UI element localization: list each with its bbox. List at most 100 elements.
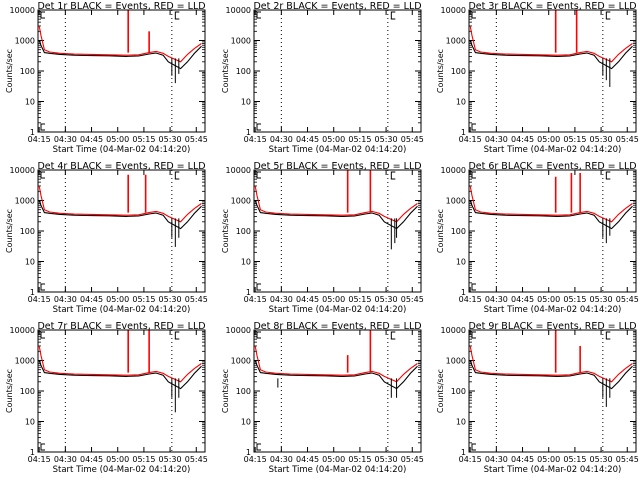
- x-tick-label: 05:00: [322, 135, 345, 144]
- x-tick-label: 05:00: [322, 295, 345, 304]
- y-tick-label: 1: [246, 128, 251, 137]
- x-tick-label: 04:30: [485, 135, 508, 144]
- x-tick-label: 05:30: [159, 135, 182, 144]
- series-line-lld: [38, 25, 202, 63]
- corner-bracket: [174, 11, 180, 20]
- y-tick-label: 10000: [441, 6, 466, 15]
- x-tick-label: 04:30: [270, 135, 293, 144]
- y-tick-label: 10000: [441, 166, 466, 175]
- panel-title: Det 6r BLACK = Events, RED = LLD: [468, 161, 636, 172]
- x-tick-label: 05:15: [132, 295, 155, 304]
- y-tick-label: 1: [461, 448, 466, 457]
- y-axis-label: Counts/sec: [5, 369, 14, 413]
- corner-bracket: [605, 331, 611, 340]
- series-line-lld: [469, 345, 633, 383]
- y-tick-label: 1000: [446, 197, 466, 206]
- plot-frame: [468, 9, 637, 133]
- x-tick-label: 05:45: [185, 295, 208, 304]
- y-tick-label: 100: [20, 67, 35, 76]
- corner-bracket: [471, 11, 476, 19]
- y-tick-label: 1: [30, 448, 35, 457]
- detector-panel-4: Det 4r BLACK = Events, RED = LLD Counts/s…: [5, 161, 208, 315]
- detector-panel-5: Det 5r BLACK = Events, RED = LLD Counts/s…: [221, 161, 424, 315]
- series-line-lld: [38, 345, 202, 383]
- plot-frame: [468, 329, 637, 453]
- y-tick-label: 10000: [441, 326, 466, 335]
- y-tick-label: 10: [25, 418, 35, 427]
- series-line-lld: [38, 185, 202, 223]
- y-tick-label: 10000: [226, 6, 251, 15]
- panel-title: Det 1r BLACK = Events, RED = LLD: [37, 1, 205, 12]
- x-tick-label: 05:45: [401, 455, 424, 464]
- x-tick-label: 05:30: [375, 135, 398, 144]
- y-axis-label: Counts/sec: [436, 369, 445, 413]
- panel-title: Det 3r BLACK = Events, RED = LLD: [468, 1, 636, 12]
- x-tick-label: 05:00: [106, 135, 129, 144]
- x-tick-label: 05:45: [401, 135, 424, 144]
- x-tick-label: 04:45: [296, 135, 319, 144]
- y-tick-label: 100: [236, 387, 251, 396]
- x-tick-label: 05:45: [616, 135, 639, 144]
- y-tick-label: 1: [30, 128, 35, 137]
- x-axis-label: Start Time (04-Mar-02 04:14:20): [484, 145, 622, 155]
- y-tick-label: 1000: [15, 197, 35, 206]
- x-tick-label: 04:45: [80, 135, 103, 144]
- x-axis-label: Start Time (04-Mar-02 04:14:20): [269, 305, 407, 315]
- y-tick-label: 10000: [10, 166, 35, 175]
- x-tick-label: 04:45: [80, 455, 103, 464]
- series-line-events: [469, 200, 633, 230]
- panel-title: Det 7r BLACK = Events, RED = LLD: [37, 321, 205, 332]
- series-line-lld: [254, 345, 418, 383]
- y-tick-label: 10: [241, 258, 251, 267]
- x-tick-label: 04:45: [80, 295, 103, 304]
- corner-bracket: [390, 11, 396, 20]
- y-tick-label: 1: [30, 288, 35, 297]
- detector-panel-6: Det 6r BLACK = Events, RED = LLD Counts/s…: [436, 161, 639, 315]
- corner-bracket: [40, 171, 45, 179]
- y-axis-label: Counts/sec: [221, 209, 230, 253]
- y-tick-label: 1000: [15, 357, 35, 366]
- x-tick-label: 04:15: [459, 135, 482, 144]
- series-line-events: [469, 40, 633, 70]
- x-tick-label: 05:00: [537, 455, 560, 464]
- y-tick-label: 1: [246, 448, 251, 457]
- series-line-events: [254, 360, 418, 390]
- corner-bracket: [605, 171, 611, 180]
- detector-panel-1: Det 1r BLACK = Events, RED = LLD Counts/s…: [5, 1, 208, 155]
- corner-bracket: [40, 443, 45, 451]
- x-tick-label: 04:30: [54, 455, 77, 464]
- x-tick-label: 05:45: [185, 135, 208, 144]
- x-tick-label: 04:15: [244, 135, 267, 144]
- series-line-events: [38, 40, 202, 70]
- y-tick-label: 10: [456, 418, 466, 427]
- y-tick-label: 10: [456, 258, 466, 267]
- series-line-events: [254, 200, 418, 230]
- x-tick-label: 05:30: [375, 455, 398, 464]
- x-tick-label: 05:00: [322, 455, 345, 464]
- panel-title: Det 2r BLACK = Events, RED = LLD: [253, 1, 421, 12]
- plot-frame: [37, 9, 206, 133]
- x-tick-label: 05:30: [375, 295, 398, 304]
- detector-panel-2: Det 2r BLACK = Events, RED = LLD Counts/s…: [221, 1, 424, 155]
- corner-bracket: [471, 283, 476, 291]
- panel-title: Det 4r BLACK = Events, RED = LLD: [37, 161, 205, 172]
- plot-frame: [37, 169, 206, 293]
- corner-bracket: [40, 123, 45, 131]
- series-line-lld: [469, 25, 633, 63]
- x-axis-label: Start Time (04-Mar-02 04:14:20): [53, 465, 191, 475]
- x-tick-label: 05:45: [401, 295, 424, 304]
- series-line-events: [38, 360, 202, 390]
- x-tick-label: 04:15: [28, 135, 51, 144]
- y-tick-label: 1000: [446, 37, 466, 46]
- y-tick-label: 10000: [226, 326, 251, 335]
- y-tick-label: 1: [461, 128, 466, 137]
- corner-bracket: [40, 11, 45, 19]
- x-tick-label: 04:15: [459, 455, 482, 464]
- x-axis-label: Start Time (04-Mar-02 04:14:20): [269, 465, 407, 475]
- y-tick-label: 100: [451, 67, 466, 76]
- x-tick-label: 04:45: [296, 455, 319, 464]
- y-tick-label: 1000: [231, 37, 251, 46]
- y-tick-label: 1: [461, 288, 466, 297]
